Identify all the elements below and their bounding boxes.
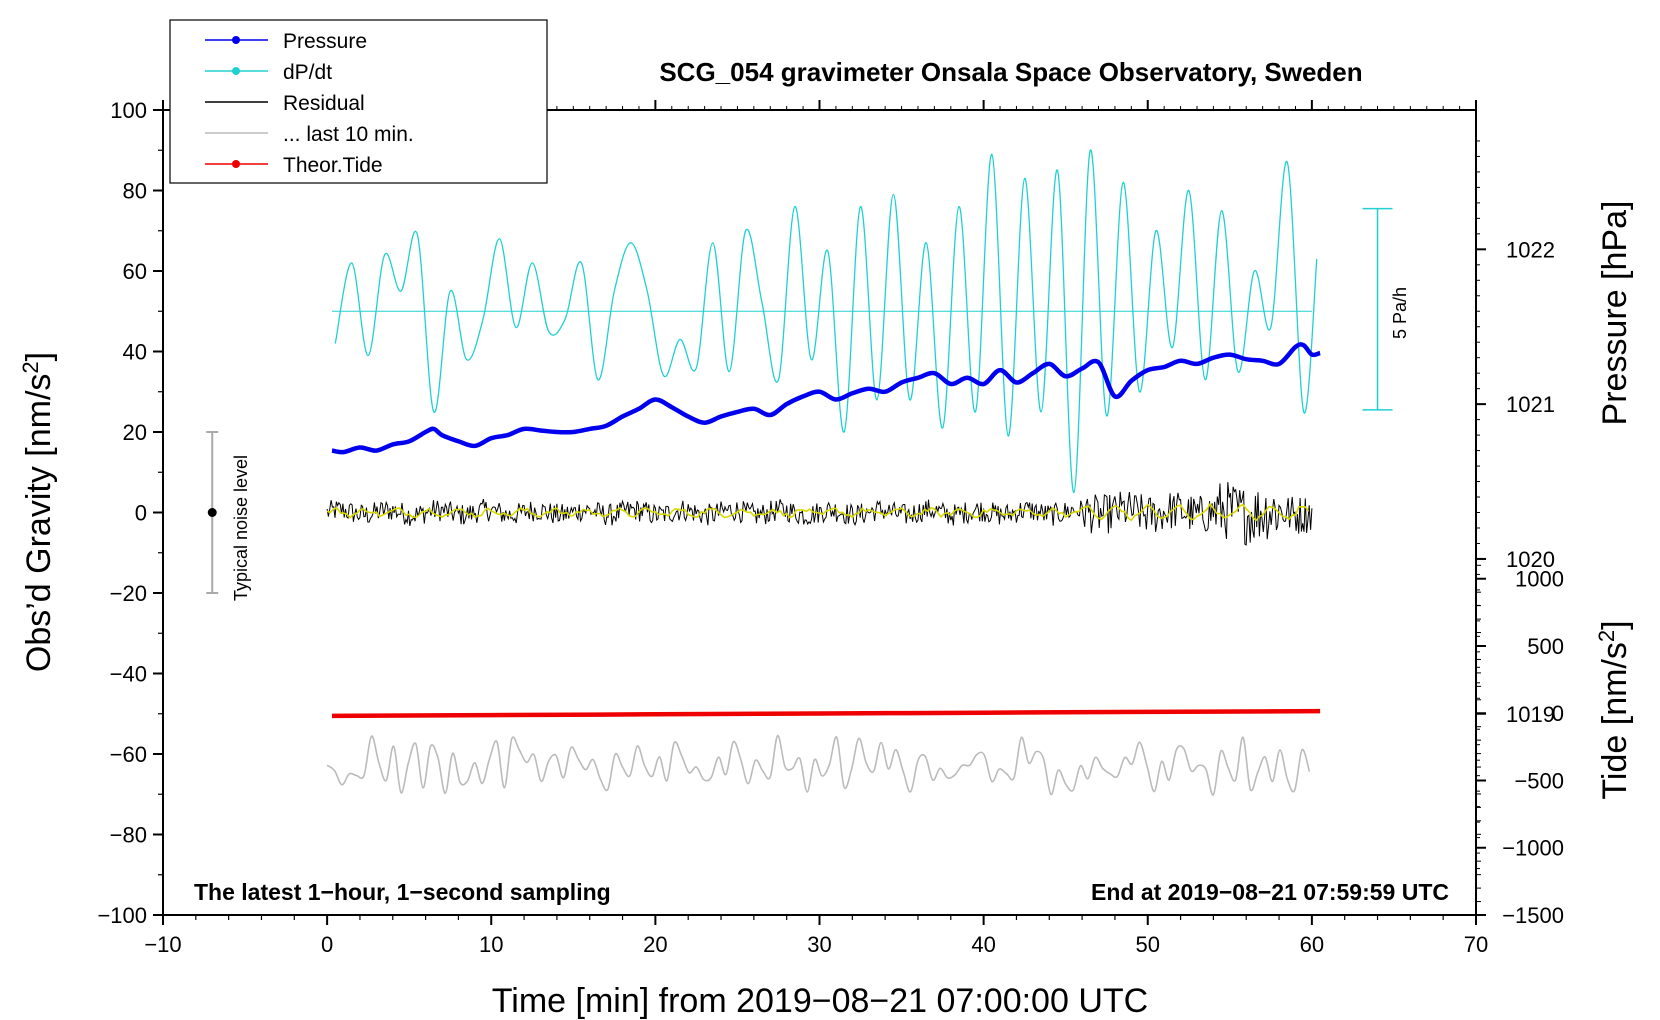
y-tick-label: −80 bbox=[110, 823, 147, 848]
tide-tick-label: −1500 bbox=[1502, 903, 1564, 928]
x-tick-label: 0 bbox=[321, 932, 333, 957]
y-tick-label: −40 bbox=[110, 662, 147, 687]
residual-line bbox=[326, 482, 1313, 546]
x-tick-label: 20 bbox=[643, 932, 667, 957]
chart-title: SCG_054 gravimeter Onsala Space Observat… bbox=[659, 57, 1362, 87]
y-tick-label: 0 bbox=[135, 501, 147, 526]
legend-label: dP/dt bbox=[283, 61, 332, 84]
noise-bar-dot bbox=[207, 508, 217, 517]
tide-tick-label: 500 bbox=[1527, 634, 1564, 659]
noise-level-bar bbox=[206, 431, 219, 594]
end-time-note: End at 2019−08−21 07:59:59 UTC bbox=[1091, 879, 1449, 905]
legend-marker bbox=[232, 160, 240, 168]
pressure-line bbox=[331, 342, 1321, 455]
pressure-tick-label: 1020 bbox=[1506, 547, 1555, 572]
legend-label: Theor.Tide bbox=[283, 154, 383, 177]
y-axis-title: Obs’d Gravity [nm/s2] bbox=[18, 352, 58, 672]
tide-axis-title: Tide [nm/s2] bbox=[1594, 620, 1634, 799]
last-10min-line bbox=[326, 734, 1311, 796]
series-layer bbox=[326, 149, 1321, 796]
axis-ticks: −10 0 10 20 30 40 50 60 70100806040200−20−40−60−… bbox=[97, 98, 1564, 957]
y-tick-label: −100 bbox=[97, 903, 147, 928]
y-tick-label: 100 bbox=[110, 98, 147, 123]
tide-tick-label: −500 bbox=[1514, 768, 1564, 793]
pressure-tick-label: 1021 bbox=[1506, 392, 1555, 417]
legend-label: Residual bbox=[283, 92, 365, 115]
x-axis-title: Time [min] from 2019−08−21 07:00:00 UTC bbox=[492, 982, 1148, 1020]
y-tick-label: 40 bbox=[123, 340, 147, 365]
y-axis-title-main: Obs’d Gravity [nm/s bbox=[20, 374, 58, 673]
tide-axis-title-sup: 2 bbox=[1594, 630, 1619, 642]
y-axis-title-sup: 2 bbox=[18, 361, 43, 373]
tide-tick-label: 0 bbox=[1552, 701, 1564, 726]
legend-marker bbox=[232, 67, 240, 75]
x-tick-label: 70 bbox=[1464, 932, 1488, 957]
y-tick-label: −60 bbox=[110, 742, 147, 767]
x-tick-label: 40 bbox=[971, 932, 995, 957]
tide-tick-label: −1000 bbox=[1502, 836, 1564, 861]
legend-label: ... last 10 min. bbox=[283, 123, 414, 146]
y-tick-label: 60 bbox=[123, 259, 147, 284]
pressure-tick-label: 1022 bbox=[1506, 237, 1555, 262]
x-tick-label: 30 bbox=[807, 932, 831, 957]
pressure-tick-label: 1019 bbox=[1506, 702, 1555, 727]
scale-bar-label: 5 Pa/h bbox=[1390, 287, 1410, 339]
tide-axis-title-end: ] bbox=[1596, 620, 1634, 629]
y-axis-title-end: ] bbox=[20, 352, 58, 361]
noise-level-label: Typical noise level bbox=[231, 455, 251, 601]
x-tick-label: 10 bbox=[479, 932, 503, 957]
sampling-note: The latest 1−hour, 1−second sampling bbox=[194, 879, 611, 905]
dpdt-scale-bar bbox=[1362, 207, 1393, 411]
y-tick-label: 80 bbox=[123, 179, 147, 204]
tide-axis-title-main: Tide [nm/s bbox=[1596, 642, 1634, 799]
legend-label: Pressure bbox=[283, 30, 367, 53]
legend-marker bbox=[232, 36, 240, 44]
y-tick-label: −20 bbox=[110, 581, 147, 606]
legend: Pressure dP/dt Residual ... last 10 min. The… bbox=[169, 19, 548, 184]
tide-line bbox=[331, 708, 1321, 719]
residual-smooth-line bbox=[326, 502, 1310, 522]
dpdt-line bbox=[334, 149, 1318, 494]
tide-tick-label: 1000 bbox=[1515, 567, 1564, 592]
y-tick-label: 20 bbox=[123, 420, 147, 445]
x-tick-label: 60 bbox=[1300, 932, 1324, 957]
x-tick-label: 50 bbox=[1136, 932, 1160, 957]
x-tick-label: −10 bbox=[144, 932, 181, 957]
pressure-axis-title: Pressure [hPa] bbox=[1596, 201, 1634, 426]
